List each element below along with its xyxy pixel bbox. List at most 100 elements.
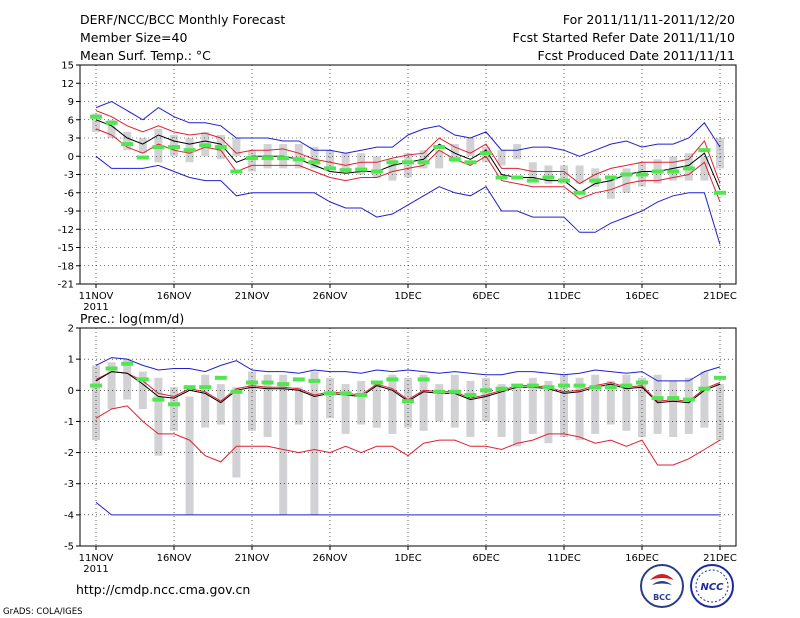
y-tick-label-7: -5 [64,542,74,553]
mean-marker-28 [526,383,539,388]
ensemble-box-13 [294,387,303,425]
ensemble-box-21 [419,374,428,431]
mean-marker-11 [261,380,274,385]
ensemble-box-32 [591,168,600,187]
ensemble-box-10 [248,371,256,431]
x-tick-label-5: 6DEC [472,291,499,302]
mean-marker-15 [324,166,336,171]
x-tick-label-7: 16DEC [625,553,659,564]
header-member-size: Member Size=40 [80,30,187,45]
mean-marker-2 [121,142,134,147]
mean-marker-37 [667,396,680,401]
mean-marker-31 [573,383,586,388]
ensemble-box-13 [294,144,303,169]
y-tick-label-4: 3 [68,134,74,145]
ensemble-box-32 [591,374,600,434]
mean-marker-22 [433,145,446,150]
mean-marker-32 [589,178,602,183]
x-year-label: 2011 [83,564,108,575]
ensemble-box-14 [310,147,319,169]
ensemble-box-15 [326,377,334,419]
x-tick-label-6: 11DEC [547,553,581,564]
mean-marker-39 [698,386,711,391]
mean-marker-8 [214,145,227,150]
mean-marker-9 [230,389,243,394]
ensemble-box-0 [92,365,100,441]
ensemble-box-9 [232,387,241,478]
ensemble-box-16 [341,153,350,172]
mean-marker-16 [339,168,352,173]
ensemble-box-6 [185,396,194,515]
ensemble-box-35 [638,377,646,437]
ncc-logo-text: NCC [700,582,724,593]
x-tick-label-8: 21DEC [703,291,737,302]
y-tick-label-9: -12 [58,225,74,236]
y-tick-label-2: 0 [68,386,74,397]
mean-marker-29 [542,175,555,180]
header-start-date: Fcst Started Refer Date 2011/11/10 [513,30,736,45]
ensemble-box-17 [357,153,366,175]
mean-marker-13 [292,377,305,382]
mean-marker-0 [90,114,102,119]
y-tick-label-2: 9 [68,97,74,108]
outer-upper-line [95,100,721,157]
x-tick-label-1: 16NOV [157,291,192,302]
mean-marker-40 [714,190,726,195]
mean-marker-14 [308,378,321,383]
ensemble-box-26 [497,384,506,437]
mean-marker-26 [495,175,508,180]
ensemble-box-33 [606,380,615,425]
mean-marker-36 [651,396,664,401]
mean-marker-29 [542,385,555,390]
ensemble-box-31 [575,377,584,441]
mean-marker-27 [511,383,524,388]
mean-marker-39 [698,148,711,153]
ensemble-box-24 [466,380,475,437]
mean-marker-11 [261,156,274,161]
ensemble-box-25 [482,377,490,422]
header-period: For 2011/11/11-2011/12/20 [563,12,735,27]
y-tick-label-3: 6 [68,115,74,126]
y-tick-label-1: 12 [61,79,74,90]
mean-marker-25 [480,151,492,156]
ensemble-box-39 [700,371,709,428]
ensemble-box-2 [123,359,132,400]
inner-lower-line [95,405,721,466]
mean-marker-31 [573,190,586,195]
ensemble-box-1 [107,119,116,139]
mean-marker-40 [714,375,726,380]
ensemble-box-34 [622,168,631,193]
mean-marker-30 [558,383,570,388]
mean-marker-28 [526,178,539,183]
ensemble-box-1 [107,362,116,409]
ensemble-box-27 [513,144,522,160]
mean-marker-38 [682,166,695,171]
y-tick-label-6: -3 [64,170,74,181]
outer-lower-line [95,502,720,516]
mean-marker-12 [277,382,290,387]
precipitation-panel: 2 1 0 -1 -2 -3 -4 -5 11NOV 16NOV 21NOV 26NOV 1DEC 6DE… [64,324,737,576]
x-tick-label-2: 21NOV [235,553,270,564]
y-tick-label-11: -18 [58,261,74,272]
mean-marker-35 [636,380,648,385]
mean-marker-18 [370,169,383,174]
x-tick-label-0: 11NOV [79,291,114,302]
x-tick-label-7: 16DEC [625,291,659,302]
mean-marker-1 [105,120,118,125]
mean-marker-5 [168,145,180,150]
header-title: DERF/NCC/BCC Monthly Forecast [80,12,285,27]
mean-marker-20 [402,160,414,165]
ensemble-box-23 [450,374,459,428]
ensemble-box-3 [138,138,147,154]
y-tick-label-0: 15 [61,61,74,72]
mean-marker-20 [402,399,414,404]
ensemble-box-12 [279,374,288,515]
mean-marker-33 [604,385,617,390]
mean-marker-9 [230,169,243,174]
ensemble-box-29 [544,380,553,444]
y-tick-label-12: -21 [58,280,74,291]
ensemble-box-39 [700,156,709,181]
mean-marker-24 [464,160,477,165]
x-tick-label-4: 1DEC [394,291,421,302]
x-tick-label-4: 1DEC [394,553,421,564]
